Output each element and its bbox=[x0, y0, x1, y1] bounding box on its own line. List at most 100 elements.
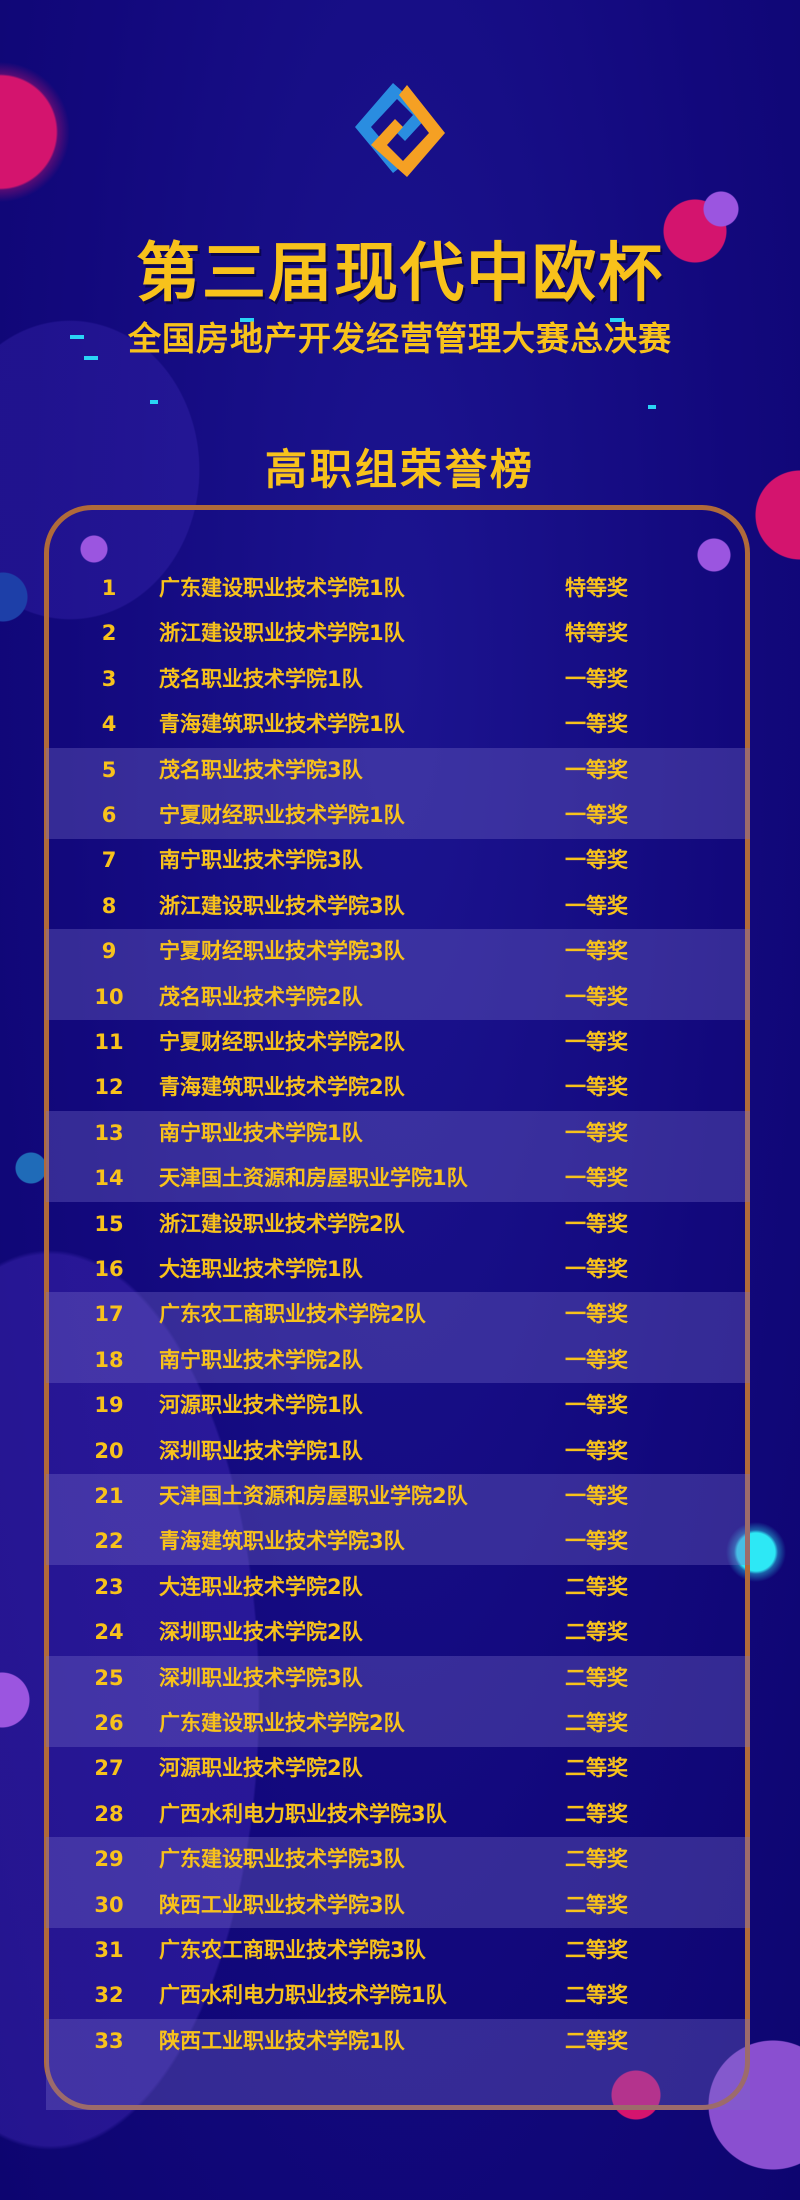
rank-number: 2 bbox=[101, 621, 117, 646]
result-row: 7 南宁职业技术学院3队 一等奖 bbox=[0, 838, 800, 883]
rank-number: 28 bbox=[94, 1801, 124, 1826]
decor-dash bbox=[648, 405, 656, 409]
team-name: 河源职业技术学院2队 bbox=[159, 1756, 363, 1781]
row-highlight-band bbox=[46, 1110, 750, 1202]
team-name: 陕西工业职业技术学院3队 bbox=[159, 1892, 405, 1917]
row-highlight-band bbox=[46, 1474, 750, 1565]
event-subtitle: 全国房地产开发经营管理大赛总决赛 bbox=[128, 319, 672, 358]
team-name: 茂名职业技术学院2队 bbox=[159, 984, 363, 1009]
result-row: 24 深圳职业技术学院2队 二等奖 bbox=[0, 1610, 800, 1655]
award-label: 一等奖 bbox=[565, 984, 628, 1009]
award-label: 二等奖 bbox=[565, 2028, 628, 2053]
results-frame bbox=[44, 505, 750, 2110]
team-name: 南宁职业技术学院1队 bbox=[159, 1120, 363, 1145]
team-name: 浙江建设职业技术学院3队 bbox=[159, 893, 405, 918]
rank-number: 12 bbox=[94, 1075, 124, 1100]
award-label: 一等奖 bbox=[565, 1030, 628, 1054]
award-label: 一等奖 bbox=[565, 1257, 628, 1281]
award-label: 二等奖 bbox=[565, 1574, 628, 1599]
team-name: 青海建筑职业技术学院1队 bbox=[159, 712, 405, 737]
rank-number: 27 bbox=[94, 1756, 124, 1781]
row-highlight-band bbox=[46, 747, 750, 839]
award-label: 二等奖 bbox=[565, 1620, 628, 1645]
row-highlight-band bbox=[46, 929, 750, 1021]
result-row: 17 广东农工商职业技术学院2队 一等奖 bbox=[0, 1292, 800, 1337]
team-name: 广东农工商职业技术学院3队 bbox=[159, 1938, 426, 1962]
award-label: 一等奖 bbox=[565, 803, 628, 827]
result-row: 28 广西水利电力职业技术学院3队 二等奖 bbox=[0, 1792, 800, 1837]
decor-dash bbox=[150, 400, 158, 404]
result-row: 2 浙江建设职业技术学院1队 特等奖 bbox=[0, 611, 800, 656]
rank-number: 4 bbox=[101, 712, 117, 737]
result-row: 8 浙江建设职业技术学院3队 一等奖 bbox=[0, 884, 800, 929]
award-label: 一等奖 bbox=[565, 1211, 628, 1236]
award-label: 一等奖 bbox=[565, 1302, 628, 1327]
honor-roll-heading: 高职组荣誉榜 bbox=[264, 445, 535, 494]
award-label: 一等奖 bbox=[565, 1393, 628, 1418]
interlocking-diamond-logo bbox=[355, 83, 445, 177]
award-label: 一等奖 bbox=[565, 1529, 628, 1554]
rank-number: 30 bbox=[94, 1892, 124, 1917]
result-row: 18 南宁职业技术学院2队 一等奖 bbox=[0, 1338, 800, 1383]
event-title: 第三届现代中欧杯 bbox=[136, 236, 664, 311]
result-row: 23 大连职业技术学院2队 二等奖 bbox=[0, 1565, 800, 1610]
award-label: 一等奖 bbox=[565, 1166, 628, 1191]
team-name: 河源职业技术学院1队 bbox=[159, 1393, 363, 1418]
award-label: 二等奖 bbox=[565, 1892, 628, 1917]
row-highlight-band bbox=[46, 1292, 750, 1384]
rank-number: 33 bbox=[94, 2028, 124, 2053]
rank-number: 31 bbox=[94, 1938, 124, 1962]
team-name: 南宁职业技术学院2队 bbox=[159, 1347, 363, 1372]
result-row: 26 广东建设职业技术学院2队 二等奖 bbox=[0, 1701, 800, 1746]
result-row: 19 河源职业技术学院1队 一等奖 bbox=[0, 1383, 800, 1428]
team-name: 大连职业技术学院1队 bbox=[159, 1257, 363, 1281]
award-label: 一等奖 bbox=[565, 1438, 628, 1463]
decor-dash bbox=[84, 356, 98, 360]
result-row: 21 天津国土资源和房屋职业学院2队 一等奖 bbox=[0, 1474, 800, 1519]
team-name: 青海建筑职业技术学院3队 bbox=[159, 1529, 405, 1554]
result-row: 25 深圳职业技术学院3队 二等奖 bbox=[0, 1656, 800, 1701]
team-name: 深圳职业技术学院2队 bbox=[159, 1620, 363, 1645]
team-name: 浙江建设职业技术学院1队 bbox=[159, 621, 405, 646]
rank-number: 29 bbox=[94, 1847, 124, 1872]
result-row: 30 陕西工业职业技术学院3队 二等奖 bbox=[0, 1883, 800, 1928]
team-name: 宁夏财经职业技术学院3队 bbox=[159, 939, 405, 964]
rank-number: 26 bbox=[94, 1711, 124, 1735]
rank-number: 17 bbox=[94, 1302, 124, 1327]
award-label: 二等奖 bbox=[565, 1938, 628, 1962]
team-name: 广东建设职业技术学院2队 bbox=[159, 1711, 405, 1735]
result-row: 32 广西水利电力职业技术学院1队 二等奖 bbox=[0, 1973, 800, 2018]
result-row: 10 茂名职业技术学院2队 一等奖 bbox=[0, 975, 800, 1020]
team-name: 天津国土资源和房屋职业学院2队 bbox=[159, 1484, 468, 1508]
award-label: 一等奖 bbox=[565, 1347, 628, 1372]
result-row: 31 广东农工商职业技术学院3队 二等奖 bbox=[0, 1928, 800, 1973]
award-label: 一等奖 bbox=[565, 757, 628, 782]
row-highlight-band bbox=[46, 1837, 750, 1929]
award-label: 一等奖 bbox=[565, 939, 628, 964]
award-label: 二等奖 bbox=[565, 1711, 628, 1735]
result-row: 6 宁夏财经职业技术学院1队 一等奖 bbox=[0, 793, 800, 838]
team-name: 广西水利电力职业技术学院1队 bbox=[159, 1983, 447, 2008]
rank-number: 24 bbox=[94, 1620, 124, 1645]
team-name: 青海建筑职业技术学院2队 bbox=[159, 1075, 405, 1100]
team-name: 广东农工商职业技术学院2队 bbox=[159, 1302, 426, 1327]
team-name: 宁夏财经职业技术学院1队 bbox=[159, 803, 405, 827]
rank-number: 13 bbox=[94, 1120, 124, 1145]
rank-number: 21 bbox=[94, 1484, 124, 1508]
team-name: 深圳职业技术学院3队 bbox=[159, 1665, 363, 1690]
award-label: 一等奖 bbox=[565, 666, 628, 691]
team-name: 深圳职业技术学院1队 bbox=[159, 1438, 363, 1463]
result-row: 14 天津国土资源和房屋职业学院1队 一等奖 bbox=[0, 1156, 800, 1201]
award-label: 一等奖 bbox=[565, 893, 628, 918]
award-label: 二等奖 bbox=[565, 1665, 628, 1690]
team-name: 大连职业技术学院2队 bbox=[159, 1574, 363, 1599]
decor-dash bbox=[610, 318, 624, 322]
rank-number: 3 bbox=[101, 666, 117, 691]
rank-number: 7 bbox=[101, 848, 117, 873]
rank-number: 1 bbox=[101, 576, 117, 600]
rank-number: 18 bbox=[94, 1347, 124, 1372]
award-label: 二等奖 bbox=[565, 1756, 628, 1781]
rank-number: 16 bbox=[94, 1257, 124, 1281]
decor-dash bbox=[240, 318, 254, 322]
